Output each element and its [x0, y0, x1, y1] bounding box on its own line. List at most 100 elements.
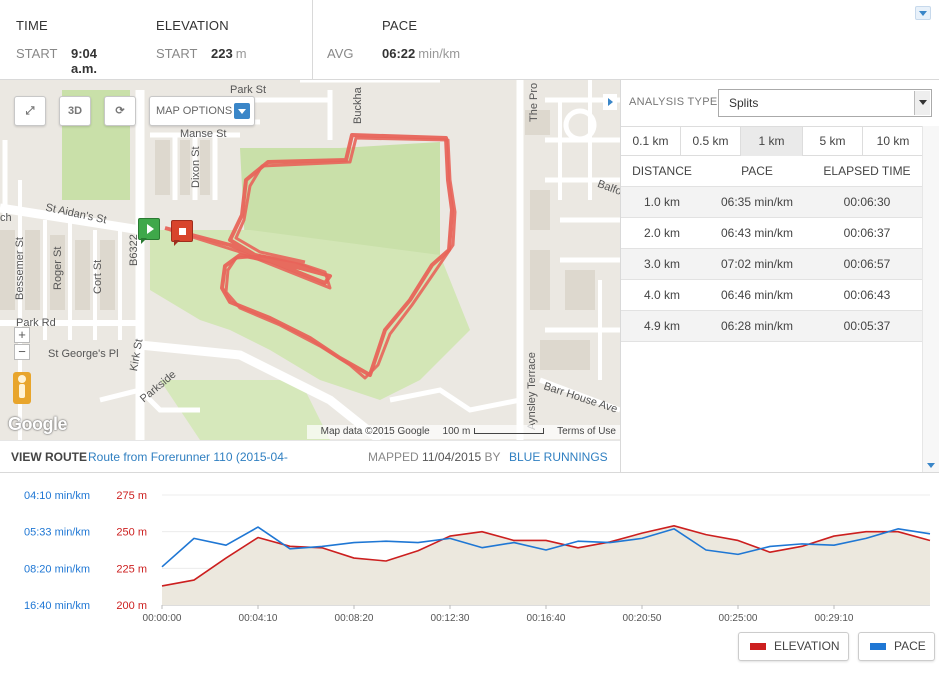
zoom-out-button[interactable]: − — [14, 344, 30, 360]
tab-10-km[interactable]: 10 km — [876, 134, 910, 148]
elevation-value: 223 m — [211, 46, 247, 61]
map-label: Roger St — [52, 246, 64, 290]
splits-scrollbar[interactable] — [922, 126, 939, 472]
elevation-pace-chart: 04:10 min/km 05:33 min/km 08:20 min/km 16:4… — [0, 472, 939, 683]
chevron-down-icon — [234, 103, 250, 119]
x-tick-label: 00:29:10 — [815, 613, 854, 624]
fullscreen-icon: ⤢ — [25, 105, 35, 117]
user-link[interactable]: BLUE RUNNINGS — [509, 450, 608, 464]
rotate-button[interactable]: ⟳ — [104, 96, 136, 126]
mapped-date: 11/04/2015 — [422, 450, 482, 464]
elevation-unit: m — [235, 46, 247, 61]
map-options-dropdown[interactable]: MAP OPTIONS — [149, 96, 255, 126]
map-data-credit: Map data ©2015 Google — [320, 426, 430, 437]
column-header-distance: DISTANCE — [632, 164, 692, 178]
analysis-type-label: ANALYSIS TYPE: — [629, 96, 721, 108]
map-buildings — [0, 110, 595, 370]
map-scale-label: 100 m — [442, 426, 471, 437]
map-label: Aynsley Terrace — [526, 352, 538, 430]
split-distance: 4.9 km — [643, 319, 680, 333]
tab-5-km[interactable]: 5 km — [803, 127, 863, 156]
y-tick-label-elevation: 225 m — [116, 563, 147, 575]
table-header: DISTANCE PACE ELAPSED TIME — [621, 156, 923, 187]
time-heading: TIME — [16, 18, 48, 33]
y-tick-label-pace: 05:33 min/km — [24, 527, 90, 539]
split-elapsed: 00:06:43 — [843, 288, 891, 302]
table-row[interactable]: 4.9 km 06:28 min/km 00:05:37 — [621, 311, 923, 342]
split-elapsed: 00:06:37 — [843, 226, 891, 240]
table-row[interactable]: 2.0 km 06:43 min/km 00:06:37 — [621, 218, 923, 249]
x-tick-label: 00:04:10 — [239, 613, 278, 624]
map-options-label: MAP OPTIONS — [156, 105, 233, 117]
map-park-area — [150, 230, 470, 400]
pace-sub: AVG — [327, 46, 354, 61]
collapse-stats-button[interactable] — [915, 6, 931, 20]
x-tick-label: 00:08:20 — [335, 613, 374, 624]
mapped-by-label: BY — [484, 450, 501, 464]
analysis-type-value: Splits — [729, 96, 759, 110]
map-label: Dixon St — [190, 146, 202, 188]
split-pace: 06:35 min/km — [720, 195, 794, 209]
map-park-area — [240, 142, 440, 255]
summary-stats: TIME START 9:04 a.m. ELEVATION START 223… — [0, 0, 939, 80]
time-value: 9:04 a.m. — [71, 46, 98, 76]
y-tick-label-elevation: 200 m — [116, 600, 147, 612]
start-marker[interactable] — [138, 218, 160, 244]
map-label: ch — [0, 212, 12, 224]
elevation-series-line — [161, 525, 931, 587]
map-label: St George's Pl — [48, 348, 119, 360]
pace-heading: PACE — [382, 18, 418, 33]
table-row[interactable]: 1.0 km 06:35 min/km 00:06:30 — [621, 187, 923, 218]
legend-elevation-button[interactable]: ELEVATION — [738, 632, 849, 661]
split-pace: 06:43 min/km — [720, 226, 794, 240]
mapped-info: MAPPED 11/04/2015 BY — [368, 441, 501, 474]
map-park-area — [160, 380, 330, 440]
mapped-label: MAPPED — [368, 450, 419, 464]
pace-unit: min/km — [418, 46, 461, 61]
tab-1-km[interactable]: 1 km — [741, 127, 803, 156]
map-roads — [0, 80, 620, 440]
legend-pace-button[interactable]: PACE — [858, 632, 935, 661]
expand-panel-icon[interactable] — [603, 94, 617, 110]
stop-icon — [179, 228, 186, 235]
chart-svg[interactable]: 04:10 min/km 05:33 min/km 08:20 min/km 16:4… — [0, 473, 939, 633]
map-label: Park St — [230, 84, 267, 96]
map-attribution: Map data ©2015 Google 100 m Terms of Use — [306, 425, 620, 439]
terms-of-use-link[interactable]: Terms of Use — [557, 426, 616, 437]
split-distance: 2.0 km — [643, 226, 680, 240]
legend-elevation-label: ELEVATION — [774, 639, 840, 653]
y-tick-label-elevation: 275 m — [116, 490, 147, 502]
3d-view-button[interactable]: 3D — [59, 96, 91, 126]
analysis-type-select[interactable]: Splits — [718, 89, 932, 117]
route-info-bar: VIEW ROUTE Route from Forerunner 110 (20… — [0, 440, 620, 473]
split-pace: 07:02 min/km — [720, 257, 794, 271]
play-icon — [147, 224, 154, 234]
map-label: Cort St — [92, 259, 104, 294]
route-link[interactable]: Route from Forerunner 110 (2015-04- — [88, 450, 288, 464]
map-label: Bessemer St — [14, 237, 26, 300]
table-row[interactable]: 3.0 km 07:02 min/km 00:06:57 — [621, 249, 923, 280]
fullscreen-button[interactable]: ⤢ — [14, 96, 46, 126]
tab-0-1-km[interactable]: 0.1 km — [621, 127, 681, 156]
column-header-pace: PACE — [741, 164, 773, 178]
table-row[interactable]: 4.0 km 06:46 min/km 00:06:43 — [621, 280, 923, 311]
split-elapsed: 00:05:37 — [843, 319, 891, 333]
finish-marker[interactable] — [171, 220, 193, 246]
split-distance-tabs: 0.1 km 0.5 km 1 km 5 km 10 km — [621, 126, 923, 156]
split-pace: 06:46 min/km — [720, 288, 794, 302]
map-canvas[interactable] — [0, 80, 620, 440]
google-logo: Google — [8, 414, 68, 434]
map-label: The Pro — [528, 82, 540, 122]
elevation-heading: ELEVATION — [156, 18, 229, 33]
zoom-in-button[interactable]: + — [14, 327, 30, 343]
map-label: Park Rd — [16, 317, 56, 329]
split-distance: 4.0 km — [643, 288, 680, 302]
split-distance: 3.0 km — [643, 257, 680, 271]
legend-swatch-pace — [870, 643, 886, 650]
x-tick-label: 00:25:00 — [719, 613, 758, 624]
street-view-pegman-icon[interactable] — [13, 372, 31, 404]
tab-0-5-km[interactable]: 0.5 km — [681, 127, 741, 156]
3d-icon: 3D — [67, 105, 83, 117]
map-label: Manse St — [180, 128, 227, 140]
route-map[interactable]: Park St Manse St Dixon St St Aidan's St … — [0, 80, 620, 440]
